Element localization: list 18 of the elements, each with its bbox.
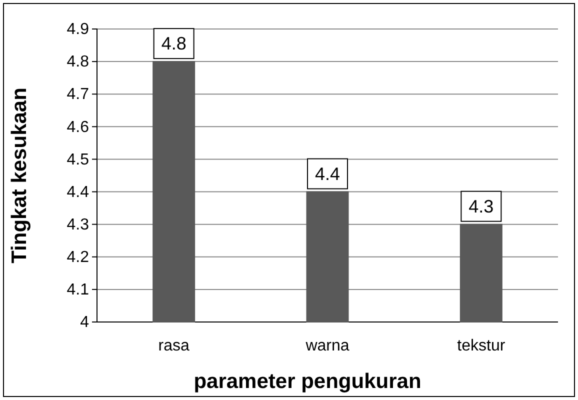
y-tick-label: 4.7	[66, 86, 90, 104]
y-tick-label: 4.5	[66, 151, 90, 168]
y-tick-label: 4.4	[66, 184, 90, 201]
y-tick-label: 4.6	[66, 118, 90, 136]
data-label: 4.8	[161, 34, 186, 54]
data-label: 4.4	[314, 164, 340, 184]
y-tick-label: 4.3	[66, 216, 90, 234]
y-tick-label: 4.2	[66, 249, 90, 266]
y-axis-title: Tingkat kesukaan	[8, 88, 31, 264]
x-tick-label: rasa	[158, 338, 190, 355]
y-tick-label: 4.8	[66, 54, 90, 71]
y-tick-label: 4.9	[66, 21, 90, 38]
data-label: 4.3	[468, 196, 494, 216]
x-tick-label: tekstur	[457, 338, 506, 355]
y-tick-label: 4.1	[66, 282, 90, 299]
x-tick-label: warna	[304, 338, 350, 355]
y-tick-label: 4	[80, 314, 90, 332]
x-axis-title: parameter pengukuran	[194, 370, 422, 393]
